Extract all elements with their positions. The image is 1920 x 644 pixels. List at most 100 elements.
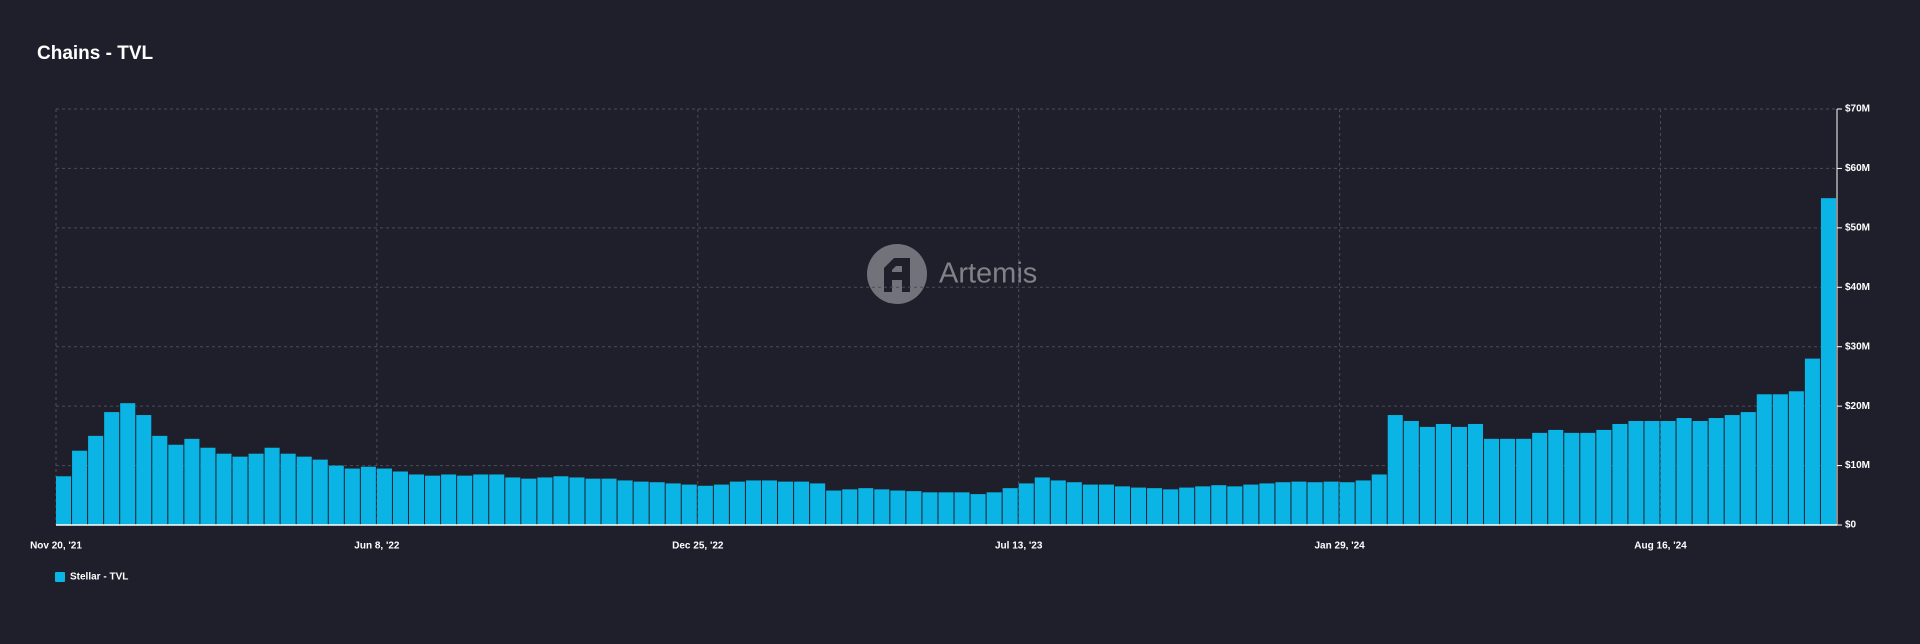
bar <box>1323 481 1339 525</box>
y-tick-label: $0 <box>1845 520 1857 531</box>
bar <box>922 492 938 525</box>
bar <box>457 475 473 525</box>
bar <box>473 474 489 525</box>
bar <box>88 435 104 525</box>
bar <box>1756 394 1772 525</box>
bar <box>392 471 408 525</box>
bar <box>1596 429 1612 525</box>
bar <box>553 476 569 525</box>
y-tick-label: $70M <box>1845 104 1870 115</box>
bar <box>1580 432 1596 525</box>
bar <box>1147 488 1163 525</box>
bar <box>1676 418 1692 525</box>
bar <box>1195 486 1211 525</box>
bar <box>441 474 457 525</box>
bar <box>890 490 906 525</box>
bar <box>344 468 360 525</box>
bar <box>1612 423 1628 525</box>
bar <box>874 489 890 525</box>
bar <box>328 465 344 525</box>
bar <box>1034 477 1050 525</box>
bar <box>152 435 168 525</box>
bar <box>168 444 184 525</box>
bar <box>697 485 713 525</box>
bar <box>1500 438 1516 525</box>
bar <box>842 489 858 525</box>
bar <box>938 492 954 525</box>
plot-area: $0 $10M $20M $30M $40M $50M $60M $70M Nov 20, '2… <box>30 104 1870 583</box>
bar <box>1114 486 1131 525</box>
bar <box>954 492 970 525</box>
bar <box>1724 415 1740 525</box>
bar <box>1516 438 1532 525</box>
legend-label: Stellar - TVL <box>70 572 128 583</box>
bar <box>1179 487 1195 525</box>
y-tick-label: $20M <box>1845 401 1870 412</box>
bar <box>296 456 312 525</box>
y-tick-label: $30M <box>1845 341 1870 352</box>
x-tick-label: Dec 25, '22 <box>672 541 724 552</box>
bar <box>1018 483 1034 525</box>
bar <box>280 453 296 525</box>
bar <box>1740 412 1756 525</box>
bar <box>264 447 280 525</box>
bar <box>505 477 521 525</box>
bar <box>1387 415 1403 525</box>
bar <box>1788 391 1804 525</box>
bar <box>232 456 248 525</box>
x-tick-label: Aug 16, '24 <box>1634 541 1687 552</box>
bar <box>1419 426 1435 525</box>
bar <box>1708 418 1724 525</box>
bar <box>585 478 601 525</box>
bar <box>120 403 136 525</box>
bar <box>1002 488 1018 525</box>
bar <box>1275 482 1291 525</box>
x-tick-label: Nov 20, '21 <box>30 541 82 552</box>
bar <box>761 480 778 525</box>
bar <box>1451 426 1467 525</box>
bar <box>858 488 874 525</box>
bar <box>569 477 585 525</box>
bar <box>200 447 216 525</box>
bar <box>1564 432 1580 525</box>
bar <box>1532 432 1548 525</box>
bar <box>745 480 761 525</box>
bar <box>1804 358 1820 525</box>
bar <box>1435 423 1451 525</box>
bar <box>1082 484 1098 525</box>
bar <box>986 492 1002 525</box>
bar <box>1163 489 1179 525</box>
bar <box>1066 482 1082 525</box>
bar <box>1131 487 1147 525</box>
bar <box>1098 484 1114 525</box>
bar <box>1050 480 1066 525</box>
bar <box>601 478 617 525</box>
chart-title: Chains - TVL <box>37 43 154 64</box>
bar <box>778 481 794 525</box>
bar <box>713 484 729 525</box>
bar <box>681 484 697 525</box>
bar <box>489 474 505 525</box>
bar <box>1484 438 1500 525</box>
bar <box>1211 485 1227 525</box>
bar <box>1403 421 1419 525</box>
bar <box>56 476 72 525</box>
bar <box>1660 421 1676 525</box>
x-tick-label: Jul 13, '23 <box>995 541 1043 552</box>
bar <box>360 466 376 525</box>
bar <box>408 474 425 525</box>
bar <box>1820 198 1836 525</box>
bar <box>1339 482 1355 525</box>
bar <box>312 459 328 525</box>
bar <box>104 412 120 525</box>
bar <box>617 480 633 525</box>
bar <box>1644 421 1660 525</box>
bar <box>970 494 986 525</box>
bar <box>1307 482 1323 525</box>
bar <box>1259 483 1275 525</box>
x-tick-label: Jan 29, '24 <box>1315 541 1366 552</box>
y-tick-label: $40M <box>1845 282 1870 293</box>
bar <box>810 483 826 525</box>
